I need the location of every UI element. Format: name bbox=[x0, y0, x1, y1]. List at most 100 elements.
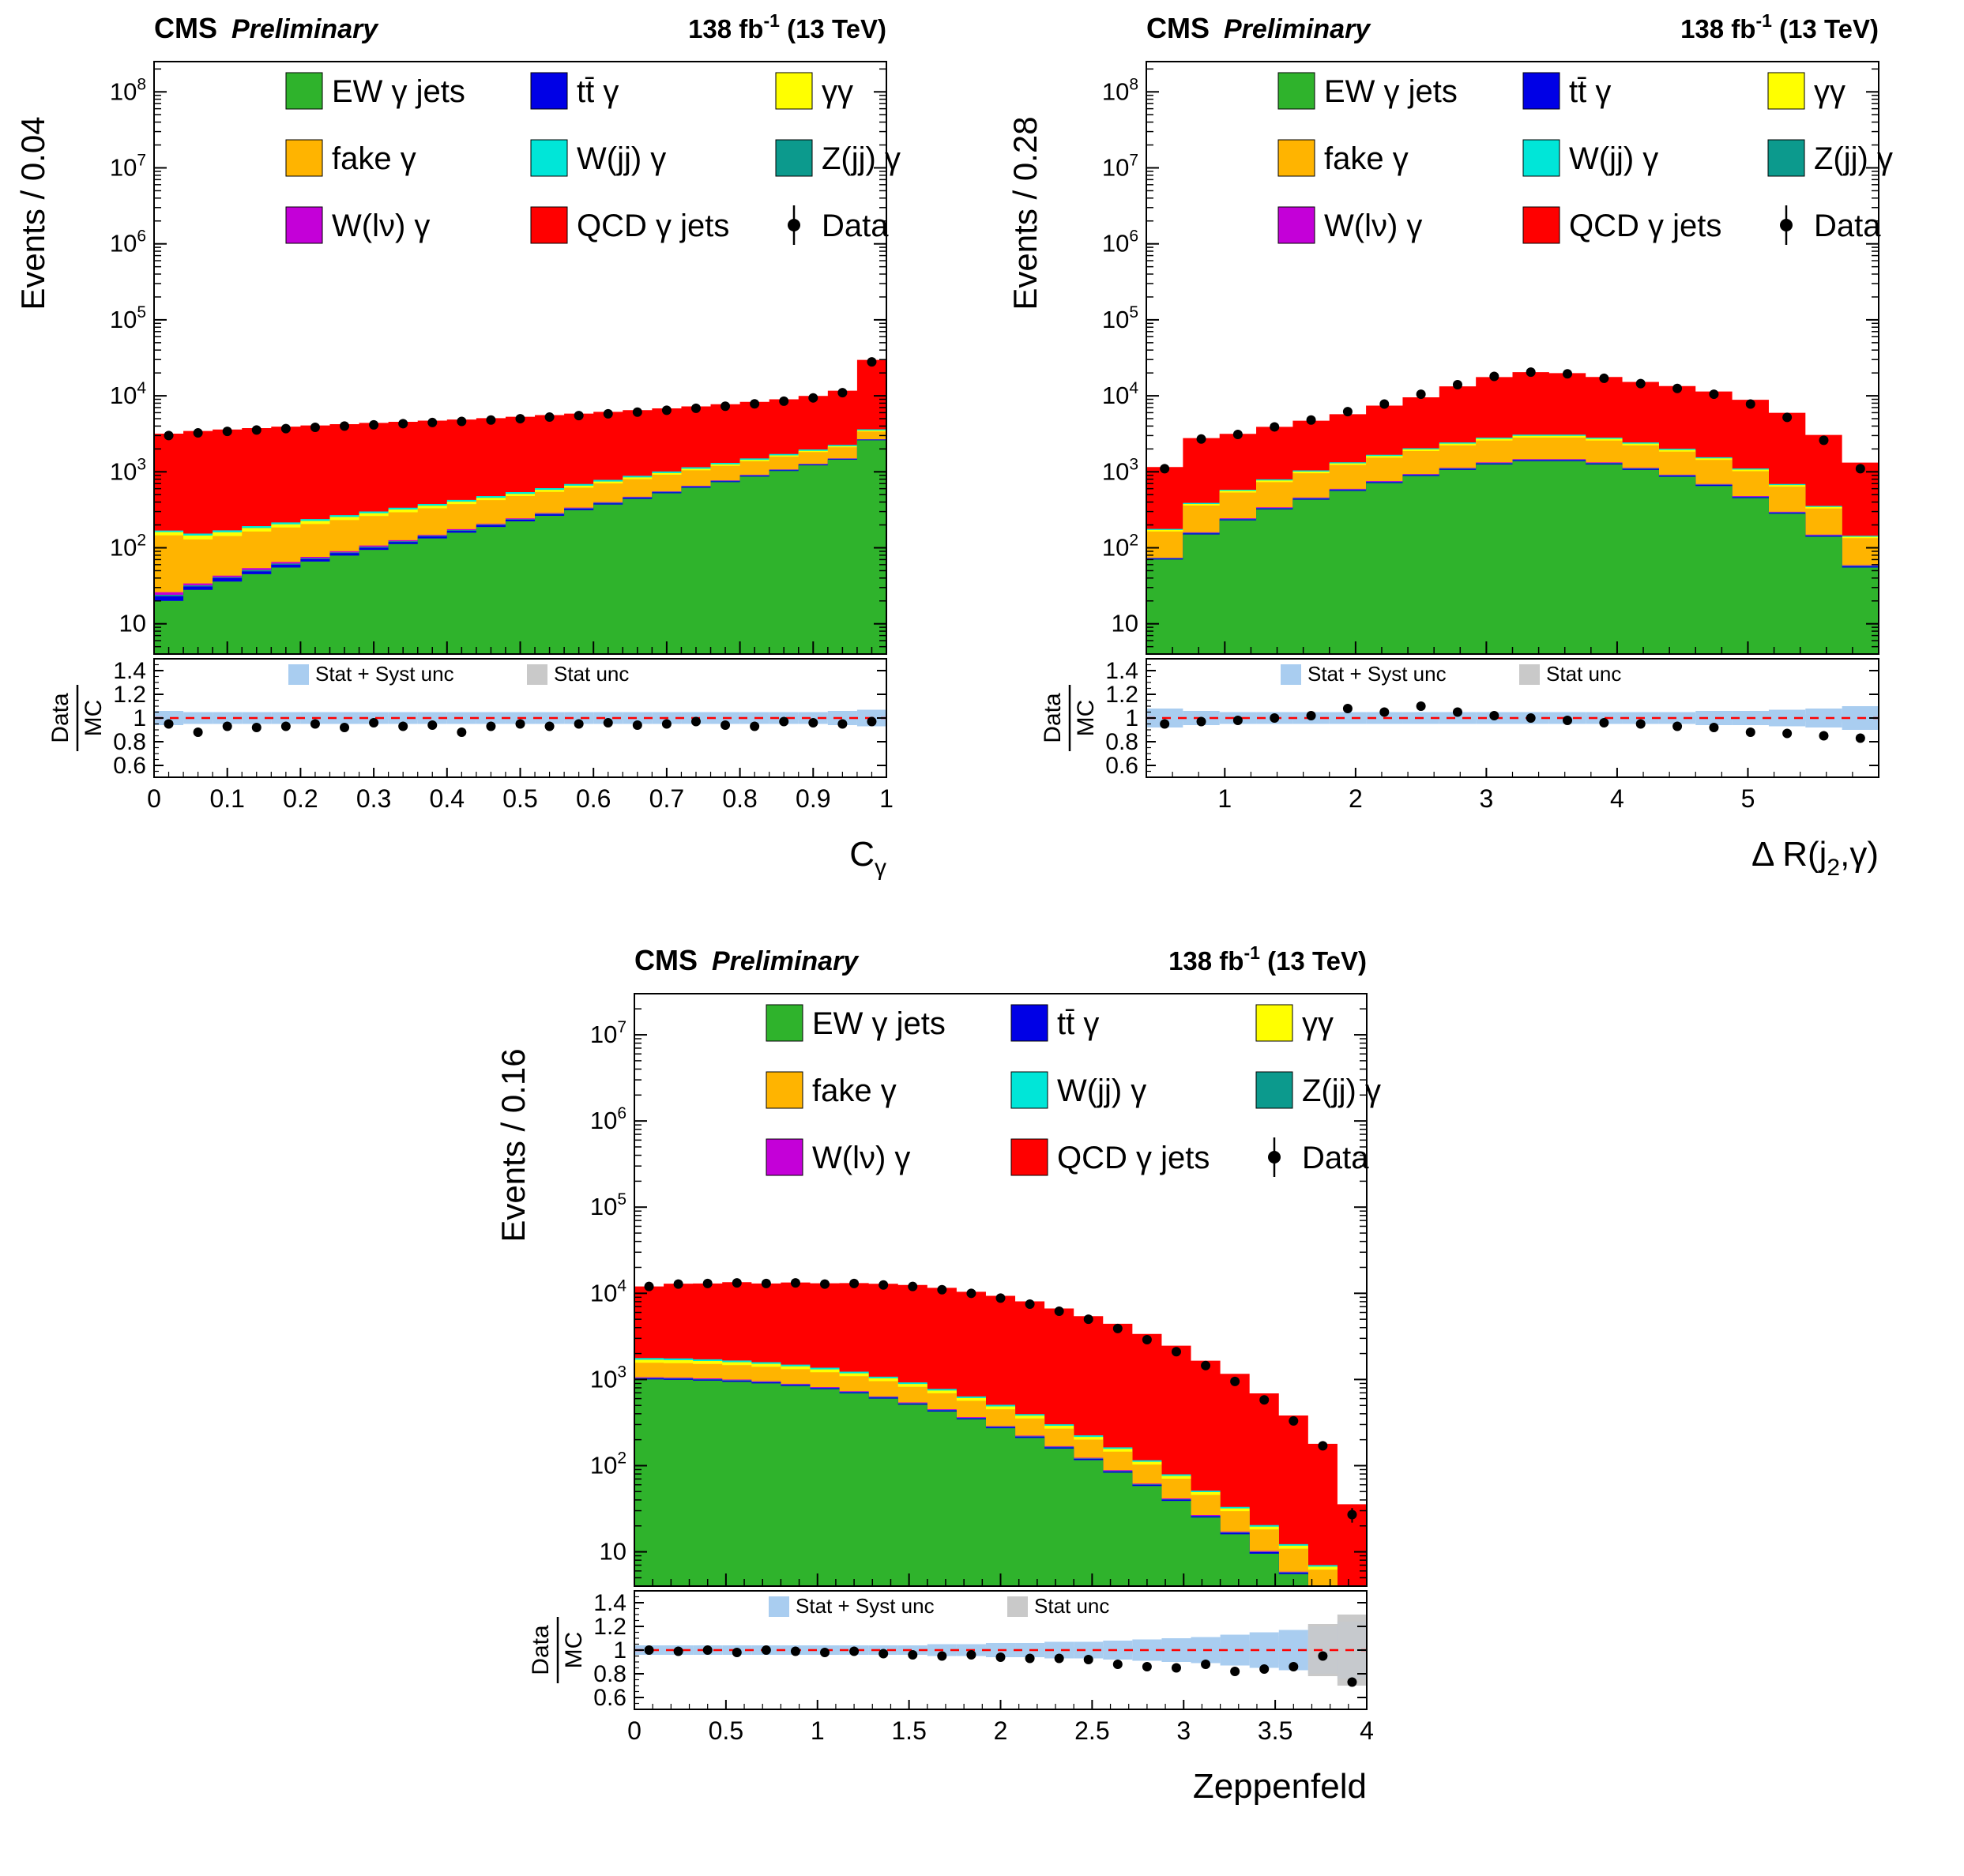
preliminary-label: Preliminary bbox=[1224, 14, 1371, 44]
main-axes: 10 102 103 104 105 106 107 bbox=[590, 993, 1368, 1587]
x-tick-label: 0.2 bbox=[283, 784, 318, 813]
data-point bbox=[340, 421, 350, 431]
legend-swatch bbox=[1522, 139, 1560, 177]
ratio-tick-label: 0.8 bbox=[1105, 729, 1138, 755]
ratio-point bbox=[1259, 1664, 1270, 1674]
ratio-tick-label: 1.2 bbox=[1105, 682, 1138, 708]
ratio-point bbox=[761, 1645, 771, 1655]
x-axis: 1 2 3 4 5 Δ R(j2,γ) bbox=[1217, 784, 1879, 881]
data-point bbox=[1379, 399, 1390, 409]
y-tick-label: 107 bbox=[590, 1018, 626, 1048]
legend-label: EW γ jets bbox=[1324, 74, 1458, 109]
ratio-point bbox=[937, 1651, 947, 1661]
ratio-tick-label: 1.4 bbox=[593, 1590, 626, 1616]
legend-label: γγ bbox=[1302, 1006, 1334, 1041]
ratio-point bbox=[673, 1646, 683, 1656]
stat-syst-band bbox=[154, 711, 184, 725]
data-point bbox=[661, 405, 672, 415]
legend-swatch bbox=[285, 72, 323, 110]
data-point bbox=[544, 412, 555, 423]
y-axis-title-text: Events / 0.28 bbox=[1006, 116, 1044, 310]
legend-data-point bbox=[788, 219, 800, 231]
x-tick-label: 0.1 bbox=[209, 784, 244, 813]
ratio-tick-label: 1.2 bbox=[113, 682, 146, 708]
ratio-legend-stat-label: Stat unc bbox=[1546, 662, 1621, 686]
ratio-point bbox=[995, 1652, 1006, 1662]
x-tick-label: 5 bbox=[1741, 784, 1755, 813]
data-point bbox=[908, 1281, 918, 1291]
legend-swatch bbox=[1522, 206, 1560, 244]
ratio-point bbox=[398, 721, 408, 731]
legend-label: Data bbox=[822, 209, 889, 243]
ratio-tick-label: 1 bbox=[613, 1637, 626, 1664]
y-axis-title-text: Events / 0.16 bbox=[495, 1048, 532, 1242]
ratio-point bbox=[879, 1649, 889, 1659]
data-point bbox=[849, 1278, 860, 1288]
ratio-legend: Stat + Syst unc Stat unc bbox=[1281, 662, 1621, 686]
x-tick-label: 0 bbox=[147, 784, 161, 813]
ratio-point bbox=[1112, 1660, 1123, 1669]
stat-syst-band bbox=[1768, 709, 1806, 727]
data-point bbox=[457, 416, 467, 427]
data-point bbox=[1526, 367, 1536, 378]
panel-zeppenfeld: 10 102 103 104 105 106 107 CMS Preliminary 138 fb… bbox=[488, 932, 1452, 1876]
legend-label: W(jj) γ bbox=[1569, 141, 1658, 176]
ratio-point bbox=[1025, 1653, 1035, 1664]
ratio-y-axis-title: Data MC bbox=[528, 1617, 587, 1683]
ratio-ylabel-num: Data bbox=[1040, 693, 1066, 743]
y-axis-title: Events / 0.28 bbox=[1006, 116, 1044, 310]
x-axis: 0 0.1 0.2 0.3 0.4 0.5 0.6 0.7 0.8 0.9 1 Cγ bbox=[147, 784, 894, 881]
legend-label: Data bbox=[1814, 209, 1881, 243]
ratio-point bbox=[1342, 704, 1353, 713]
ratio-legend-statsyst-label: Stat + Syst unc bbox=[1307, 662, 1447, 686]
ratio-tick-label: 1.4 bbox=[113, 658, 146, 684]
ratio-ylabel-den: MC bbox=[561, 1632, 587, 1669]
data-point bbox=[779, 396, 789, 406]
stat-syst-band bbox=[1044, 1641, 1074, 1659]
y-axis-title: Events / 0.16 bbox=[495, 1048, 532, 1242]
data-points bbox=[1160, 367, 1865, 474]
ratio-legend-statsyst-swatch bbox=[288, 664, 309, 685]
stat-syst-band bbox=[623, 712, 653, 724]
legend: EW γ jets tt̄ γ γγ fake γ W(jj) γ Z(jj) γ W(lν… bbox=[1277, 72, 1893, 245]
ratio-legend-statsyst-label: Stat + Syst unc bbox=[796, 1594, 935, 1618]
data-point bbox=[1489, 371, 1499, 382]
data-point bbox=[1855, 464, 1865, 474]
ratio-point bbox=[690, 716, 701, 727]
ratio-legend-stat-swatch bbox=[1007, 1596, 1028, 1617]
cms-label: CMS bbox=[634, 944, 698, 976]
ratio-legend-statsyst-label: Stat + Syst unc bbox=[315, 662, 454, 686]
ratio-point bbox=[1489, 711, 1499, 720]
legend-label: γγ bbox=[822, 74, 853, 109]
data-point bbox=[732, 1278, 742, 1288]
legend-swatch bbox=[530, 206, 568, 244]
ratio-point bbox=[1709, 723, 1719, 732]
ratio-legend-stat-swatch bbox=[1519, 664, 1540, 685]
legend-swatch bbox=[766, 1071, 803, 1109]
x-tick-label: 0.5 bbox=[502, 784, 537, 813]
data-point bbox=[427, 417, 438, 427]
stat-syst-band bbox=[183, 712, 213, 724]
ratio-point bbox=[808, 718, 818, 727]
ratio-point bbox=[1452, 707, 1462, 717]
ratio-point bbox=[1171, 1663, 1181, 1673]
stat-syst-band bbox=[1695, 711, 1733, 725]
data-point bbox=[1306, 415, 1316, 425]
data-point bbox=[574, 411, 584, 421]
x-tick-label: 4 bbox=[1360, 1716, 1374, 1745]
cms-label: CMS bbox=[154, 12, 217, 44]
data-point bbox=[193, 428, 203, 438]
data-point bbox=[222, 427, 232, 437]
header: CMS Preliminary 138 fb-1 (13 TeV) bbox=[154, 10, 886, 44]
legend-label: EW γ jets bbox=[812, 1006, 946, 1041]
stack-series bbox=[1146, 461, 1879, 654]
x-tick-label: 4 bbox=[1610, 784, 1624, 813]
ratio-legend-statsyst-swatch bbox=[769, 1596, 789, 1617]
legend-label: QCD γ jets bbox=[1057, 1141, 1210, 1175]
ratio-tick-label: 1.2 bbox=[593, 1614, 626, 1640]
stacked-histogram bbox=[634, 1282, 1367, 1586]
y-tick-label: 106 bbox=[590, 1104, 626, 1134]
ratio-point bbox=[1563, 716, 1573, 725]
chart-drj2gamma: 10 102 103 104 105 106 107 108 CMS Preliminary 138… bbox=[1006, 10, 1893, 881]
stat-syst-band bbox=[564, 712, 594, 724]
